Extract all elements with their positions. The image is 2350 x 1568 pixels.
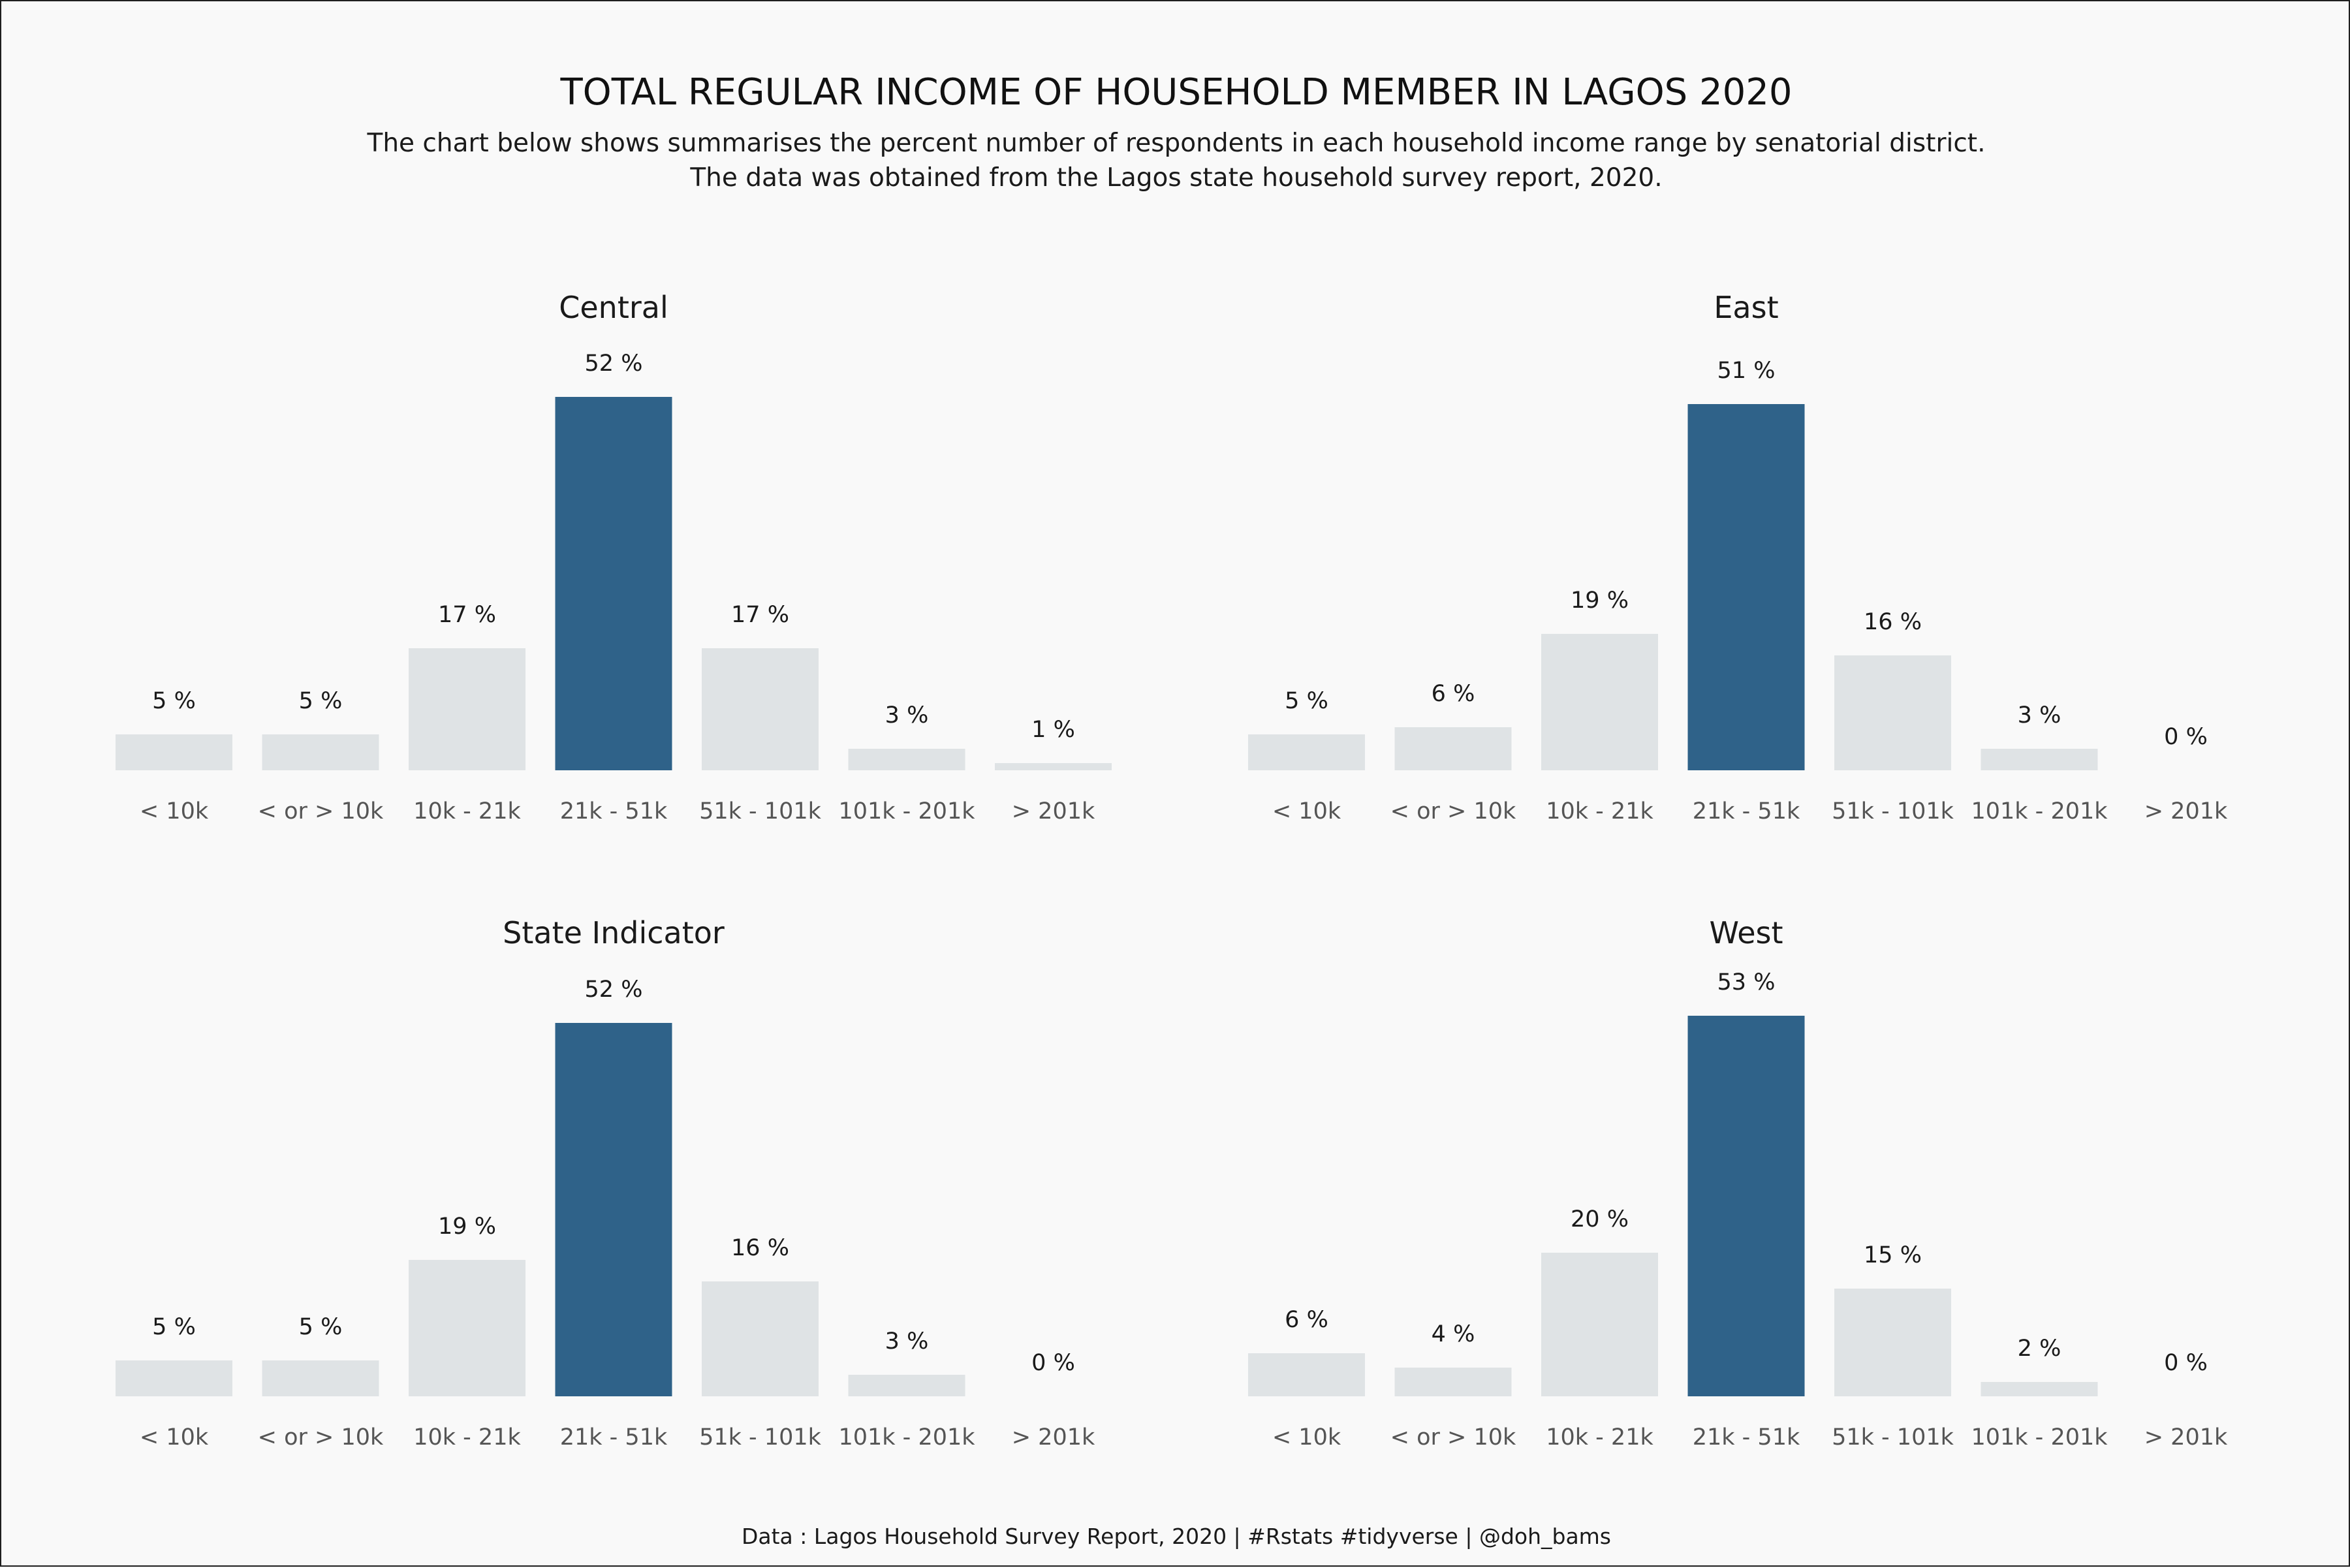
category-label: < or > 10k xyxy=(1390,1424,1516,1450)
value-label: 5 % xyxy=(299,688,343,714)
chart-caption: Data : Lagos Household Survey Report, 20… xyxy=(742,1524,1611,1549)
bar xyxy=(1248,1353,1365,1396)
bar xyxy=(1834,1289,1951,1396)
value-label: 52 % xyxy=(585,977,643,1003)
category-label: 51k - 101k xyxy=(1832,798,1954,824)
category-label: 10k - 21k xyxy=(1546,1424,1653,1450)
value-label: 20 % xyxy=(1571,1206,1629,1232)
category-label: 21k - 51k xyxy=(560,1424,668,1450)
category-label: < 10k xyxy=(1272,1424,1341,1450)
value-label: 17 % xyxy=(438,602,496,628)
value-label: 16 % xyxy=(731,1235,789,1261)
bar xyxy=(1834,655,1951,770)
bar xyxy=(1541,634,1658,770)
bar xyxy=(1248,734,1365,770)
value-label: 19 % xyxy=(1571,588,1629,614)
bar xyxy=(1394,1368,1512,1396)
category-label: 51k - 101k xyxy=(1832,1424,1954,1450)
bar xyxy=(848,749,965,770)
value-label: 5 % xyxy=(152,1314,196,1340)
value-label: 0 % xyxy=(2164,1350,2208,1376)
category-label: < 10k xyxy=(140,1424,209,1450)
value-label: 5 % xyxy=(1285,688,1328,714)
bar xyxy=(116,734,232,770)
value-label: 16 % xyxy=(1864,609,1922,635)
value-label: 3 % xyxy=(885,1328,929,1355)
bar xyxy=(1981,749,2098,770)
bar xyxy=(555,1023,672,1396)
category-label: 51k - 101k xyxy=(699,798,821,824)
value-label: 6 % xyxy=(1432,681,1475,707)
category-label: 101k - 201k xyxy=(838,1424,975,1450)
panel-title: Central xyxy=(559,290,668,325)
value-label: 17 % xyxy=(731,602,789,628)
category-label: 21k - 51k xyxy=(1693,1424,1800,1450)
bar xyxy=(1687,1016,1805,1396)
value-label: 1 % xyxy=(1031,717,1075,743)
category-label: > 201k xyxy=(1012,1424,1095,1450)
panel-title: East xyxy=(1714,290,1778,325)
value-label: 2 % xyxy=(2018,1336,2061,1362)
value-label: 3 % xyxy=(2018,702,2061,729)
bar xyxy=(555,397,672,770)
bar xyxy=(995,763,1112,770)
category-label: > 201k xyxy=(2144,1424,2228,1450)
category-label: > 201k xyxy=(1012,798,1095,824)
category-label: < or > 10k xyxy=(258,1424,384,1450)
value-label: 0 % xyxy=(2164,724,2208,750)
bar xyxy=(1541,1253,1658,1396)
chart-subtitle-line-1: The chart below shows summarises the per… xyxy=(367,129,1986,158)
value-label: 51 % xyxy=(1717,358,1776,384)
category-label: 101k - 201k xyxy=(1971,1424,2108,1450)
chart-title: TOTAL REGULAR INCOME OF HOUSEHOLD MEMBER… xyxy=(559,71,1792,114)
category-label: 101k - 201k xyxy=(838,798,975,824)
category-label: < or > 10k xyxy=(258,798,384,824)
chart-subtitle-line-2: The data was obtained from the Lagos sta… xyxy=(689,163,1662,193)
panel-east: East 5 % < 10k 6 % < or > 10k 19 % 10k - 21k 51… xyxy=(1248,290,2228,824)
bar xyxy=(262,734,379,770)
panel-title: State Indicator xyxy=(503,915,725,950)
category-label: 10k - 21k xyxy=(1546,798,1653,824)
bar xyxy=(1981,1382,2098,1396)
bar xyxy=(848,1375,965,1396)
panel-state-indicator: State Indicator 5 % < 10k 5 % < or > 10k 19 %… xyxy=(116,915,1095,1450)
facet-panels: Central 5 % < 10k 5 % < or > 10k 17 % 10k - 21… xyxy=(116,290,2228,1450)
bar xyxy=(702,1281,819,1396)
bar xyxy=(1687,404,1805,770)
value-label: 15 % xyxy=(1864,1242,1922,1268)
category-label: 10k - 21k xyxy=(413,1424,521,1450)
value-label: 6 % xyxy=(1285,1307,1328,1333)
bar xyxy=(1394,727,1512,770)
bar xyxy=(116,1360,232,1396)
value-label: 52 % xyxy=(585,351,643,377)
value-label: 4 % xyxy=(1432,1321,1475,1347)
panel-title: West xyxy=(1709,915,1783,950)
value-label: 53 % xyxy=(1717,969,1776,996)
category-label: 10k - 21k xyxy=(413,798,521,824)
category-label: < 10k xyxy=(140,798,209,824)
bar xyxy=(409,1260,525,1396)
category-label: > 201k xyxy=(2144,798,2228,824)
category-label: 21k - 51k xyxy=(560,798,668,824)
panel-central: Central 5 % < 10k 5 % < or > 10k 17 % 10k - 21… xyxy=(116,290,1112,824)
category-label: 101k - 201k xyxy=(1971,798,2108,824)
bar xyxy=(262,1360,379,1396)
bar xyxy=(702,648,819,770)
bar xyxy=(409,648,525,770)
category-label: < or > 10k xyxy=(1390,798,1516,824)
value-label: 0 % xyxy=(1031,1350,1075,1376)
category-label: 51k - 101k xyxy=(699,1424,821,1450)
value-label: 19 % xyxy=(438,1214,496,1240)
value-label: 3 % xyxy=(885,702,929,729)
category-label: 21k - 51k xyxy=(1693,798,1800,824)
value-label: 5 % xyxy=(299,1314,343,1340)
value-label: 5 % xyxy=(152,688,196,714)
panel-west: West 6 % < 10k 4 % < or > 10k 20 % 10k - 21k 53… xyxy=(1248,915,2228,1450)
category-label: < 10k xyxy=(1272,798,1341,824)
